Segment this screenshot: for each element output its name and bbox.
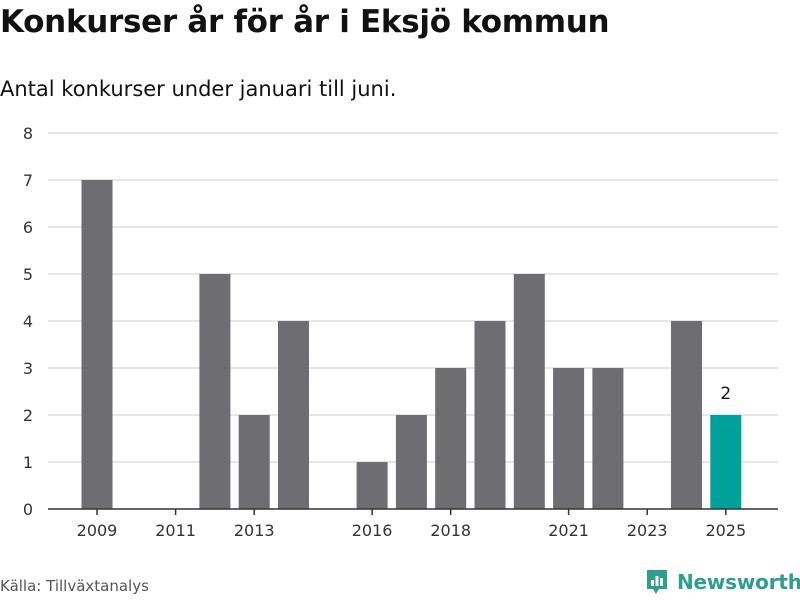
x-tick-label: 2009: [77, 521, 118, 540]
y-tick-label: 4: [23, 312, 33, 331]
bar-2020: [513, 274, 545, 509]
chart-title: Konkurser år för år i Eksjö kommun: [0, 4, 610, 40]
bar-2017: [395, 415, 427, 509]
bar-2022: [592, 368, 624, 509]
bar-2025: [710, 415, 742, 509]
x-tick-label: 2011: [155, 521, 196, 540]
x-tick-label: 2013: [234, 521, 275, 540]
data-label: 2: [720, 384, 731, 404]
bar-2024: [671, 321, 702, 509]
bar-2019: [474, 321, 506, 509]
source-note: Källa: Tillväxtanalys: [0, 577, 149, 595]
newsworthy-chart-logo-icon: [645, 569, 669, 595]
bar-2021: [553, 368, 585, 509]
y-tick-label: 0: [23, 500, 33, 519]
newsworthy-logo: Newsworthy: [645, 569, 800, 595]
bar-2018: [435, 368, 467, 509]
bar-2012: [199, 274, 231, 509]
y-tick-label: 1: [23, 453, 33, 472]
bar-2013: [238, 415, 270, 509]
y-tick-label: 5: [23, 265, 33, 284]
y-tick-label: 2: [23, 406, 33, 425]
x-tick-label: 2018: [430, 521, 471, 540]
chart-subtitle: Antal konkurser under januari till juni.: [0, 77, 397, 101]
bar-2014: [278, 321, 309, 509]
bar-2009: [81, 180, 113, 509]
y-tick-label: 3: [23, 359, 33, 378]
y-tick-label: 6: [23, 218, 33, 237]
bar-chart: 0 1 2 3 4 5 6 7 8 2 2009 2011 2013 2016 2018 2021 2023 20…: [23, 124, 778, 540]
y-tick-label: 8: [23, 124, 33, 143]
x-tick-label: 2016: [352, 521, 393, 540]
x-tick-label: 2023: [627, 521, 668, 540]
x-tick-label: 2021: [548, 521, 589, 540]
x-tick-label: 2025: [705, 521, 746, 540]
bar-2016: [356, 462, 388, 509]
y-tick-label: 7: [23, 171, 33, 190]
brand-name: Newsworthy: [677, 570, 800, 594]
